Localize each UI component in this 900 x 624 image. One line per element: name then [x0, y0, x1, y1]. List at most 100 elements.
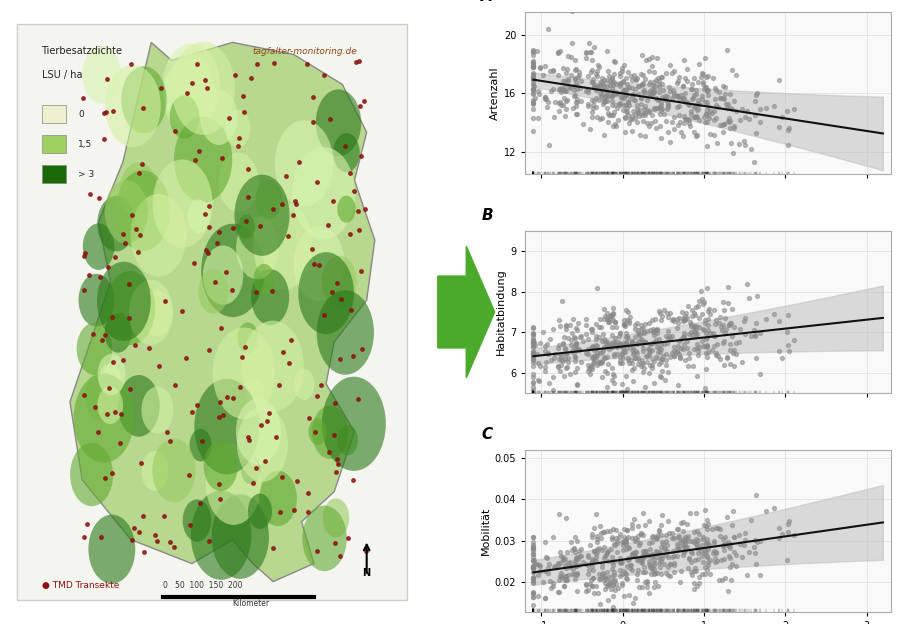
Point	[709, 548, 724, 558]
Point	[646, 87, 661, 97]
Point	[597, 75, 611, 85]
Point	[595, 569, 609, 579]
Point	[591, 322, 606, 332]
Point	[564, 537, 579, 547]
Point	[607, 88, 621, 98]
Point	[632, 355, 646, 365]
Point	[698, 53, 712, 63]
Point	[581, 344, 596, 354]
Point	[526, 378, 541, 388]
Point	[649, 93, 663, 103]
Point	[788, 104, 802, 114]
Point	[605, 73, 619, 83]
Point	[659, 116, 673, 126]
Point	[627, 353, 642, 363]
Point	[672, 110, 687, 120]
Point	[647, 314, 662, 324]
Point	[618, 106, 633, 116]
Point	[608, 333, 623, 343]
Point	[539, 94, 554, 104]
Point	[680, 336, 694, 346]
Point	[698, 82, 713, 92]
Point	[746, 325, 760, 335]
Point	[659, 550, 673, 560]
Point	[586, 74, 600, 84]
Point	[678, 114, 692, 124]
Point	[691, 554, 706, 564]
Point	[587, 357, 601, 367]
Point	[554, 352, 568, 362]
Point	[569, 560, 583, 570]
Point	[598, 573, 612, 583]
Point	[677, 331, 691, 341]
Point	[526, 352, 541, 362]
Point	[571, 109, 585, 119]
Point	[529, 559, 544, 569]
Point	[638, 319, 652, 329]
Point	[607, 121, 621, 131]
Point	[640, 326, 654, 336]
Point	[662, 368, 676, 378]
Point	[686, 93, 700, 103]
Point	[659, 95, 673, 105]
Point	[526, 95, 541, 105]
Point	[612, 529, 626, 539]
Point	[635, 358, 650, 368]
Point	[709, 524, 724, 534]
Point	[647, 338, 662, 348]
Point	[642, 350, 656, 360]
Point	[608, 540, 623, 550]
Point	[569, 323, 583, 333]
Point	[589, 557, 603, 567]
Point	[608, 570, 622, 580]
Point	[626, 598, 641, 608]
Point	[607, 580, 621, 590]
Point	[642, 339, 656, 349]
Point	[618, 305, 633, 315]
Point	[673, 353, 688, 363]
Y-axis label: Artenzahl: Artenzahl	[490, 67, 500, 120]
Point	[655, 104, 670, 114]
Point	[651, 73, 665, 83]
Point	[663, 60, 678, 70]
Point	[618, 85, 633, 95]
Point	[569, 100, 583, 110]
Point	[680, 301, 695, 311]
Point	[580, 348, 594, 358]
Point	[599, 313, 614, 323]
Point	[653, 530, 668, 540]
Point	[708, 85, 723, 95]
Point	[698, 364, 713, 374]
Point	[676, 313, 690, 323]
Point	[673, 343, 688, 353]
Point	[607, 308, 621, 318]
Point	[642, 559, 656, 569]
Point	[716, 320, 731, 330]
Point	[712, 87, 726, 97]
Point	[526, 355, 541, 365]
Point	[579, 329, 593, 339]
Point	[662, 516, 676, 526]
Point	[740, 105, 754, 115]
Circle shape	[274, 120, 333, 207]
Point	[597, 81, 611, 91]
Point	[526, 563, 541, 573]
Point	[526, 546, 541, 556]
Point	[680, 115, 695, 125]
Point	[772, 316, 787, 326]
Point	[609, 537, 624, 547]
Point	[692, 578, 706, 588]
Point	[657, 339, 671, 349]
Circle shape	[202, 224, 265, 317]
Point	[699, 342, 714, 352]
Point	[748, 90, 762, 100]
Circle shape	[104, 313, 131, 353]
Point	[597, 542, 611, 552]
Point	[599, 550, 614, 560]
Point	[622, 543, 636, 553]
Point	[726, 348, 741, 358]
Point	[626, 83, 640, 93]
Point	[618, 537, 633, 547]
Circle shape	[338, 425, 358, 456]
Point	[554, 46, 568, 56]
